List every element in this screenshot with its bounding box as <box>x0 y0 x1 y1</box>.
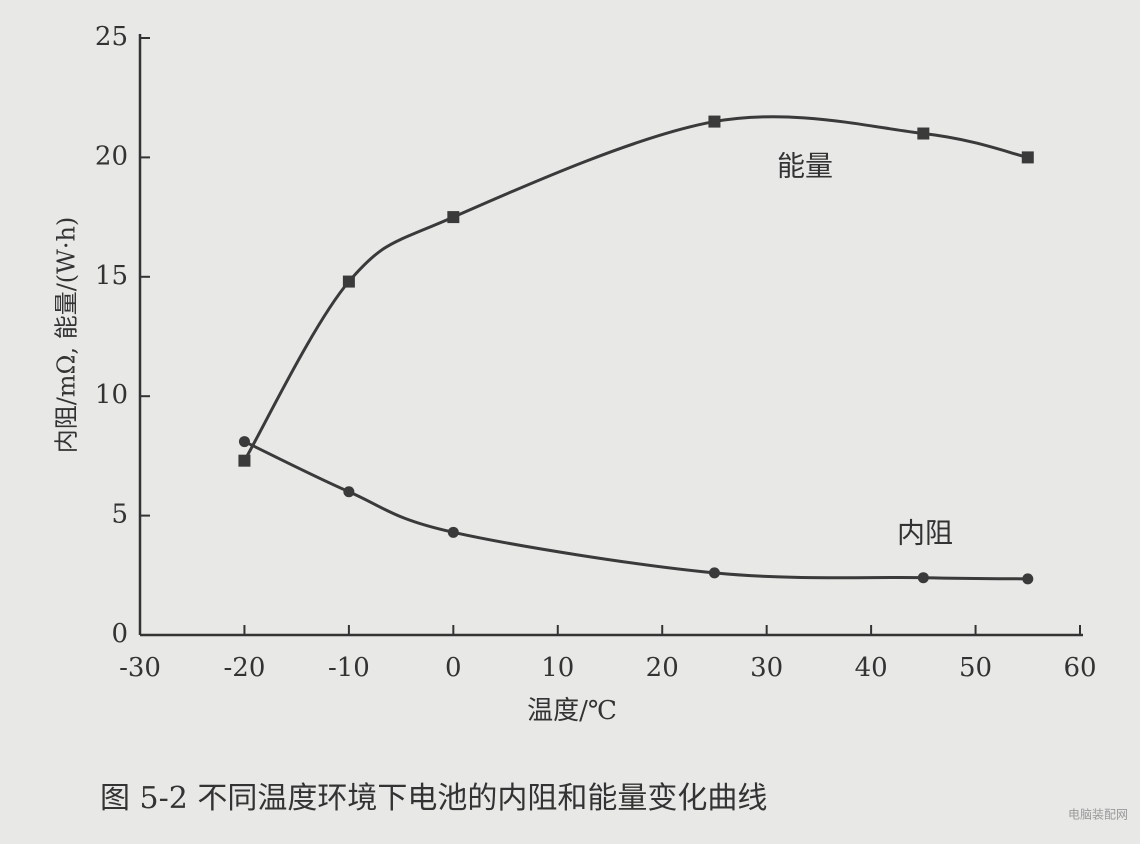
y-axis-label: 内阻/mΩ, 能量/(W·h) <box>53 217 81 454</box>
x-tick-label: 30 <box>750 653 783 683</box>
marker <box>1022 573 1034 585</box>
y-tick-label: 25 <box>95 22 128 52</box>
marker <box>917 572 929 584</box>
x-tick-label: -30 <box>119 653 161 683</box>
x-tick-label: 50 <box>959 653 992 683</box>
x-tick-label: 60 <box>1063 653 1096 683</box>
x-tick-label: -10 <box>328 653 370 683</box>
caption: 图 5-2 不同温度环境下电池的内阻和能量变化曲线 <box>100 781 767 816</box>
x-tick-label: 20 <box>646 653 679 683</box>
watermark: 电脑装配网 <box>1068 808 1128 822</box>
x-axis-label: 温度/℃ <box>527 696 617 726</box>
y-tick-label: 15 <box>95 261 128 291</box>
y-tick-label: 20 <box>95 141 128 171</box>
marker <box>238 436 250 448</box>
marker <box>1021 151 1034 164</box>
marker <box>238 454 251 467</box>
x-tick-label: 10 <box>541 653 574 683</box>
marker <box>447 526 459 538</box>
marker <box>342 275 355 288</box>
marker <box>343 486 355 498</box>
x-tick-label: 40 <box>855 653 888 683</box>
series-label: 内阻 <box>897 517 953 550</box>
marker <box>708 115 721 128</box>
y-tick-label: 10 <box>95 380 128 410</box>
x-tick-label: -20 <box>224 653 266 683</box>
marker <box>447 211 460 224</box>
y-tick-label: 5 <box>111 500 128 530</box>
x-tick-label: 0 <box>445 653 462 683</box>
marker <box>708 567 720 579</box>
y-tick-label: 0 <box>111 619 128 649</box>
series-label: 能量 <box>777 150 833 183</box>
marker <box>917 127 930 140</box>
